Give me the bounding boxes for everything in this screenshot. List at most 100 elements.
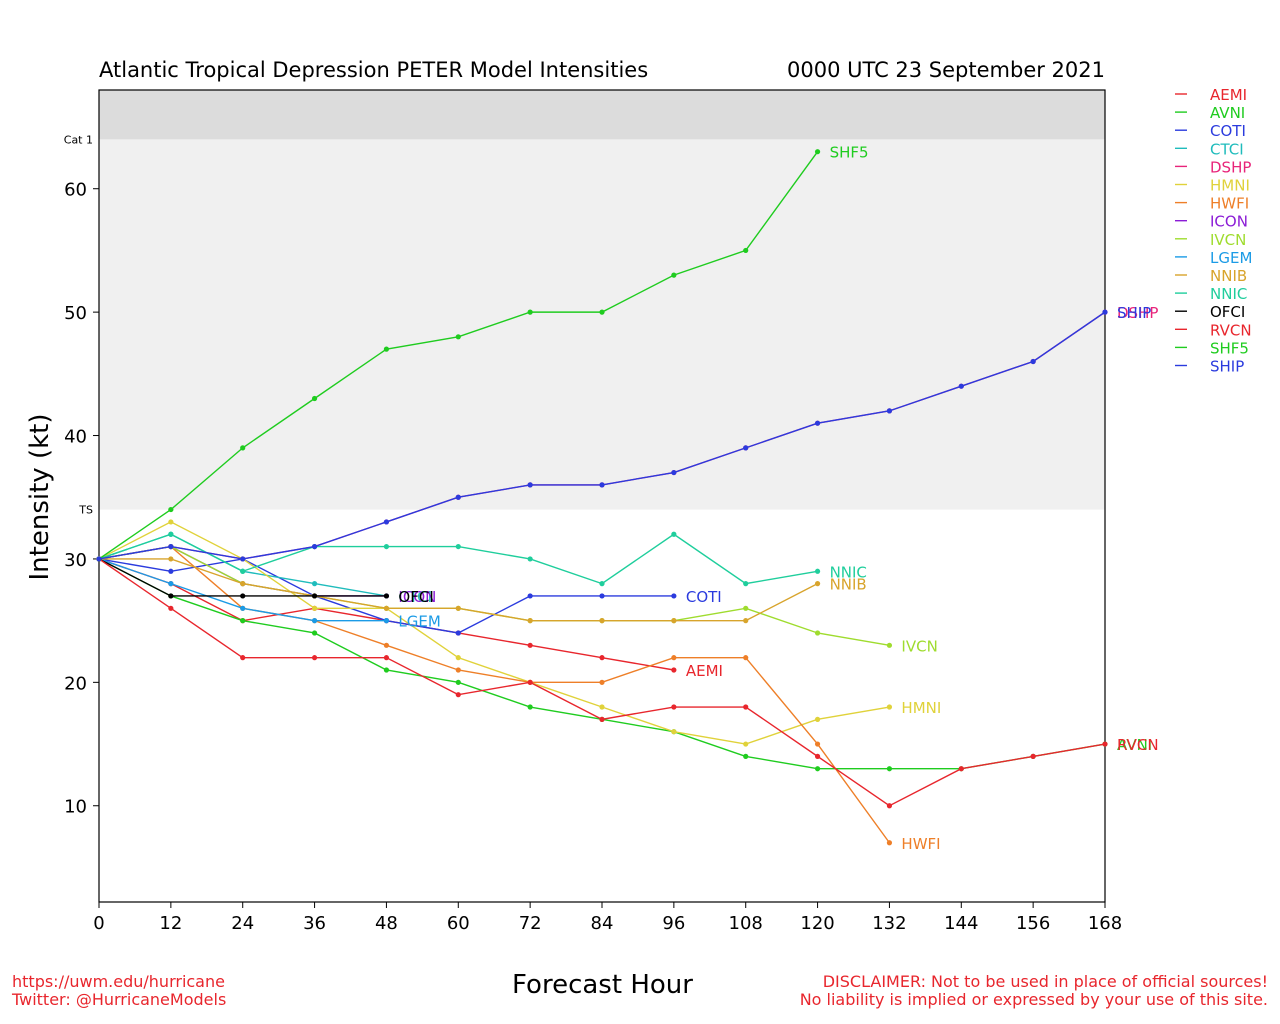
data-point-avni	[455, 679, 461, 685]
data-point-rvcn	[240, 655, 246, 661]
data-point-avni	[311, 630, 318, 636]
data-point-shf5	[168, 506, 174, 513]
data-point-shf5	[527, 309, 533, 315]
data-point-nnic	[383, 543, 390, 550]
data-point-shf5	[599, 309, 605, 315]
data-point-shf5	[455, 334, 461, 340]
data-point-rvcn	[311, 655, 318, 661]
data-point-nnib	[455, 605, 461, 611]
legend-entry-rvcn: RVCN	[1210, 321, 1252, 339]
legend-entry-coti: COTI	[1210, 122, 1246, 140]
data-point-lgem	[383, 618, 390, 624]
end-label-dshp: DSHP	[1117, 304, 1158, 322]
end-label-hmni: HMNI	[901, 699, 941, 717]
x-tick-label: 60	[447, 913, 470, 934]
x-tick-label: 84	[591, 913, 614, 934]
footer-twitter[interactable]: Twitter: @HurricaneModels	[12, 990, 227, 1009]
data-point-ship	[599, 482, 605, 488]
data-point-nnic	[168, 531, 174, 537]
data-point-ctci	[311, 581, 318, 587]
series-line-hmni	[98, 521, 890, 745]
legend-entry-nnic: NNIC	[1210, 285, 1247, 303]
data-point-nnic	[671, 531, 677, 537]
data-point-hwfi	[455, 667, 461, 673]
x-tick-label: 168	[1088, 913, 1122, 934]
data-point-ofci	[168, 593, 174, 599]
end-label-hwfi: HWFI	[901, 835, 940, 853]
threshold-label-cat1: Cat 1	[64, 133, 93, 146]
data-point-ship	[96, 556, 102, 562]
legend-entry-nnib: NNIB	[1210, 267, 1247, 285]
x-axis-label: Forecast Hour	[512, 970, 693, 1000]
x-tick-label: 96	[662, 913, 685, 934]
data-point-nnib	[671, 618, 677, 624]
legend-entry-aemi: AEMI	[1210, 86, 1247, 104]
data-point-ship	[743, 445, 749, 451]
data-point-coti	[671, 593, 677, 599]
data-point-ship	[527, 482, 533, 488]
x-tick-label: 48	[375, 913, 398, 934]
series-line-nnic	[98, 533, 818, 585]
data-point-hwfi	[743, 655, 749, 661]
series-line-avni	[98, 558, 1106, 770]
footer-links: https://uwm.edu/hurricane Twitter: @Hurr…	[12, 973, 226, 1009]
legend-entry-hwfi: HWFI	[1210, 195, 1249, 213]
end-label-ivcn: IVCN	[901, 637, 937, 655]
x-tick-label: 144	[944, 913, 978, 934]
data-point-ship	[311, 543, 318, 550]
data-point-rvcn	[455, 692, 461, 698]
x-tick-label: 12	[159, 913, 182, 934]
data-point-nnib	[743, 618, 749, 624]
y-tick-label: 30	[64, 550, 87, 571]
data-point-ship	[383, 519, 390, 525]
x-tick-label: 156	[1016, 913, 1050, 934]
series-line-lgem	[98, 558, 387, 622]
data-point-coti	[527, 593, 533, 599]
end-label-ship: SHIP	[1117, 304, 1151, 322]
data-point-lgem	[311, 618, 318, 624]
end-label-lgem: LGEM	[398, 613, 440, 631]
series-line-hwfi	[98, 545, 890, 844]
data-point-shf5	[743, 247, 749, 254]
y-tick-label: 20	[64, 673, 87, 694]
end-label-shf5: SHF5	[830, 144, 869, 162]
end-label-aemi: AEMI	[686, 662, 723, 680]
data-point-rvcn	[383, 655, 390, 661]
data-point-ship	[814, 420, 821, 426]
data-point-ship	[1102, 309, 1108, 315]
data-point-rvcn	[958, 766, 964, 772]
data-point-ship	[958, 383, 964, 389]
data-point-avni	[527, 704, 533, 710]
data-point-hwfi	[599, 679, 605, 685]
data-point-ship	[1030, 358, 1036, 365]
y-tick-label: 10	[64, 797, 87, 818]
data-point-nnic	[743, 581, 749, 587]
data-point-rvcn	[1102, 741, 1108, 747]
y-axis-label: Intensity (kt)	[25, 413, 55, 581]
data-point-ivcn	[743, 605, 749, 611]
threshold-label-ts: TS	[78, 504, 93, 517]
data-point-hmni	[743, 741, 749, 747]
data-point-lgem	[168, 581, 174, 587]
data-point-ship	[240, 556, 246, 562]
data-point-ofci	[240, 593, 246, 599]
data-point-hwfi	[814, 741, 821, 747]
data-point-ofci	[311, 593, 318, 599]
legend-entry-dshp: DSHP	[1210, 158, 1251, 176]
data-point-avni	[240, 618, 246, 624]
data-point-shf5	[383, 346, 390, 352]
y-tick-label: 60	[64, 180, 87, 201]
legend-entry-hmni: HMNI	[1210, 177, 1250, 195]
data-point-avni	[743, 753, 749, 759]
data-point-avni	[814, 766, 821, 772]
footer-disclaimer: DISCLAIMER: Not to be used in place of o…	[800, 973, 1268, 1009]
data-point-ship	[886, 408, 893, 414]
x-tick-label: 0	[93, 913, 104, 934]
data-point-hmni	[311, 605, 318, 611]
data-point-rvcn	[671, 704, 677, 710]
footer-url[interactable]: https://uwm.edu/hurricane	[12, 972, 225, 991]
data-point-shf5	[240, 445, 246, 451]
end-label-avni: AVNI	[1117, 736, 1152, 754]
data-point-ship	[168, 543, 174, 550]
